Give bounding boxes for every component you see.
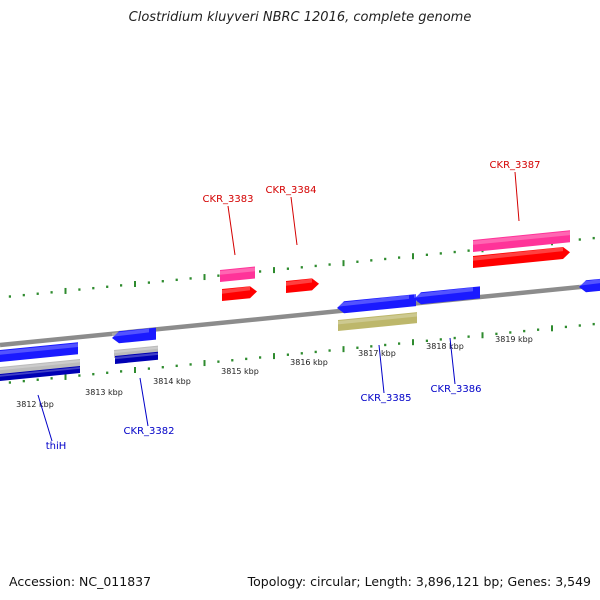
khaki-feature-shine (338, 313, 417, 325)
reverse-cds-feature-shine (414, 287, 473, 298)
forward-cds-feature (286, 278, 319, 293)
grey-feature (0, 359, 80, 375)
reverse-cds-feature-shine (0, 343, 78, 355)
reverse-gene-feature-shine (115, 352, 158, 360)
forward-gene-label: CKR_3384 (266, 185, 317, 196)
forward-gene-feature (220, 266, 255, 282)
scale-label: 3818 kbp (426, 342, 464, 351)
reverse-gene-label: CKR_3382 (124, 426, 175, 437)
forward-gene-leader (290, 196, 298, 246)
reverse-cds-feature-shine (579, 279, 600, 286)
forward-gene-feature (473, 230, 570, 252)
reverse-cds-feature-shine (337, 295, 409, 307)
scale-label: 3816 kbp (290, 358, 328, 367)
reverse-cds-feature (579, 278, 600, 293)
forward-gene-label: CKR_3383 (203, 194, 254, 205)
genome-title: Clostridium kluyveri NBRC 12016, complet… (128, 10, 472, 25)
scale-label: 3814 kbp (153, 377, 191, 386)
forward-gene-label: CKR_3387 (490, 160, 541, 171)
reverse-gene-label: CKR_3386 (431, 384, 482, 395)
reverse-cds-feature (0, 342, 78, 362)
forward-gene-leader (227, 205, 236, 256)
accession-text: Accession: NC_011837 (9, 574, 152, 589)
genome-stats-text: Topology: circular; Length: 3,896,121 bp… (247, 574, 591, 589)
scale-label: 3815 kbp (221, 367, 259, 376)
scale-label: 3819 kbp (495, 335, 533, 344)
grey-feature-shine (114, 346, 158, 354)
reverse-cds-feature (337, 294, 416, 314)
scale-label: 3813 kbp (85, 388, 123, 397)
reverse-gene-leader (449, 337, 456, 385)
forward-gene-leader (514, 171, 520, 222)
forward-cds-feature-shine (222, 286, 250, 294)
forward-gene-feature-shine (220, 267, 255, 275)
forward-cds-feature-shine (473, 247, 563, 261)
scale-label: 3812 kbp (16, 400, 54, 409)
forward-cds-feature (473, 247, 570, 268)
reverse-gene-leader (139, 377, 149, 427)
forward-gene-feature-shine (473, 231, 570, 245)
reverse-gene-leader (37, 394, 53, 442)
reverse-gene-label: CKR_3385 (361, 393, 412, 404)
forward-cds-feature (222, 286, 257, 301)
reverse-gene-feature (115, 351, 158, 364)
reverse-cds-feature-shine (112, 328, 149, 337)
grey-feature-shine (0, 360, 80, 371)
reverse-gene-label: thiH (46, 441, 67, 452)
reverse-gene-feature (0, 366, 80, 381)
reverse-gene-leader (378, 344, 385, 394)
khaki-feature (338, 312, 417, 331)
reverse-cds-feature (414, 286, 480, 305)
scale-label: 3817 kbp (358, 349, 396, 358)
reverse-cds-feature (112, 327, 156, 344)
forward-cds-feature-shine (286, 278, 312, 286)
reverse-gene-feature-shine (0, 367, 80, 377)
grey-feature (114, 345, 158, 358)
genome-backbone (0, 282, 600, 348)
